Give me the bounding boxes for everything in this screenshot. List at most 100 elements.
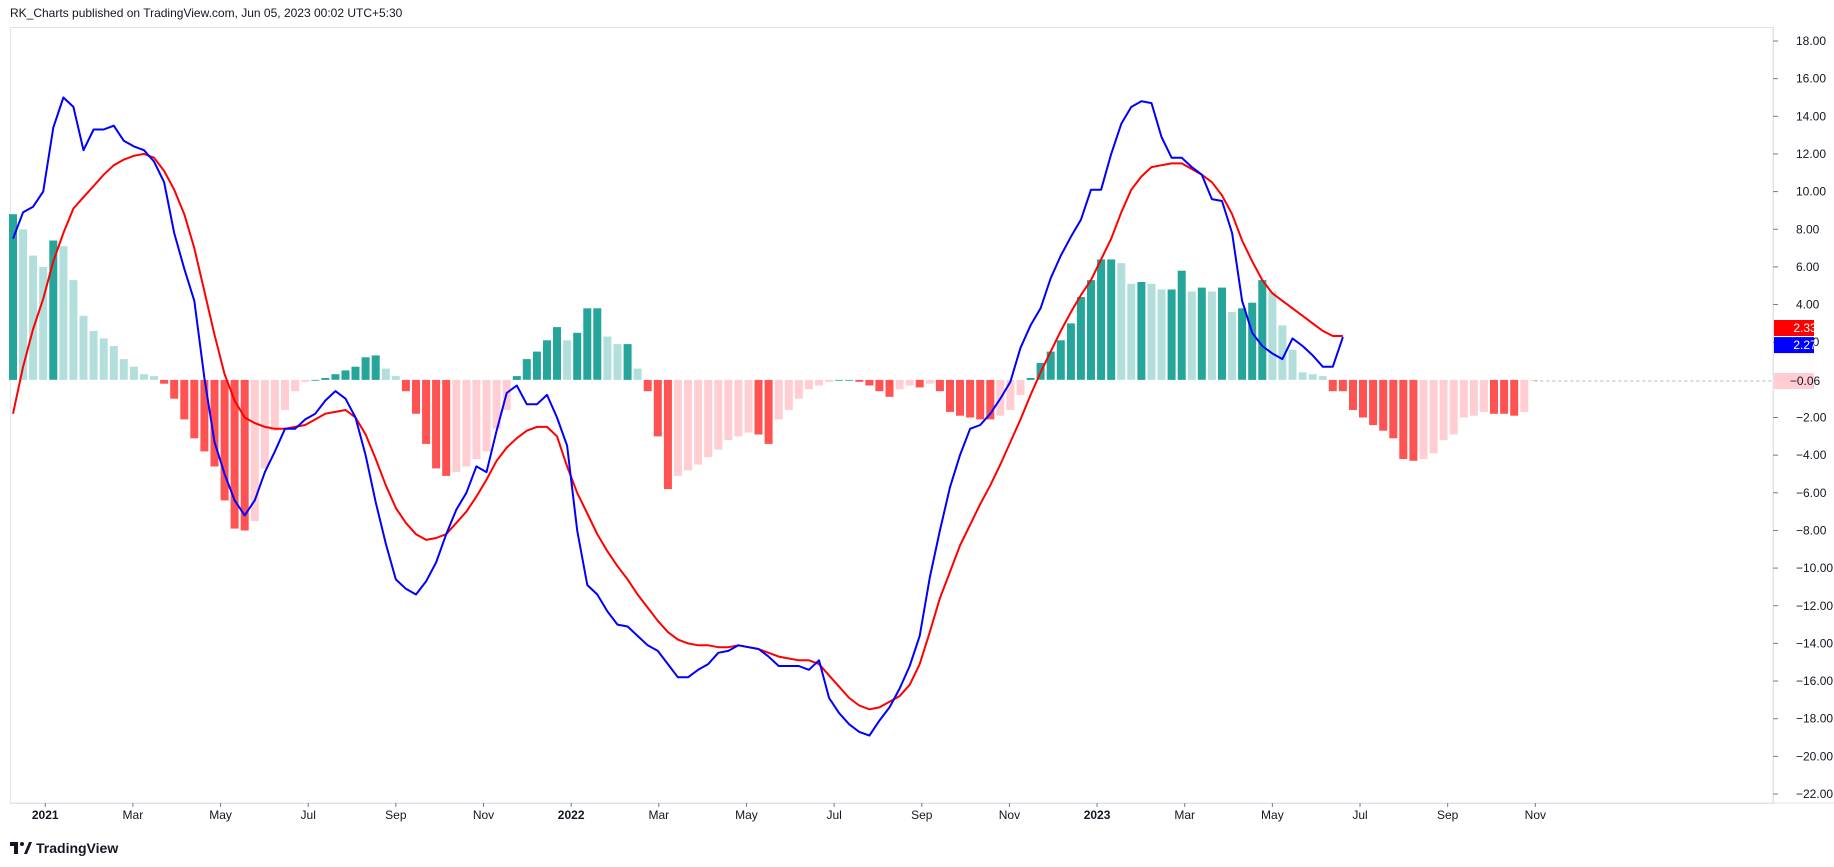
y-tick-label: 8.00 <box>1796 222 1820 236</box>
histogram-bar <box>69 280 78 380</box>
histogram-bar <box>1258 280 1267 380</box>
histogram-bar <box>845 379 854 381</box>
histogram-bar <box>613 344 622 380</box>
histogram-bar <box>492 379 501 429</box>
y-tick-label: −2.00 <box>1796 411 1827 425</box>
histogram-bar <box>140 374 148 380</box>
histogram-bar <box>1439 379 1448 441</box>
histogram-bar <box>946 379 954 412</box>
histogram-bar <box>79 315 88 380</box>
histogram-bar <box>1218 287 1226 380</box>
histogram-bar <box>925 379 934 384</box>
histogram-bar <box>311 379 320 381</box>
histogram-bar <box>1137 282 1146 380</box>
histogram-bar <box>1006 379 1015 410</box>
histogram-bar <box>1197 287 1206 380</box>
histogram-bar <box>109 346 118 380</box>
y-tick-label: −14.00 <box>1796 636 1833 650</box>
x-tick-label: May <box>735 808 758 822</box>
histogram-bar <box>784 379 793 410</box>
histogram-bar <box>160 379 169 384</box>
histogram-bar <box>1016 379 1025 395</box>
histogram-bar <box>1107 259 1116 380</box>
histogram-bar <box>1157 289 1166 380</box>
line-layer <box>12 96 1344 737</box>
histogram-bar <box>553 327 561 380</box>
histogram-bar <box>794 379 803 399</box>
y-tick-label: 12.00 <box>1796 147 1826 161</box>
histogram-bar <box>1248 302 1257 380</box>
last-value-labels: 2.33 2.27 −0.06 <box>1774 320 1821 389</box>
histogram-bar <box>260 379 269 469</box>
histogram-bar <box>432 379 441 469</box>
histogram-bar <box>1359 379 1367 418</box>
x-tick-label: Sep <box>1437 808 1459 822</box>
histogram-bar <box>1469 379 1478 416</box>
histogram-bar <box>291 379 300 392</box>
histogram-bar <box>371 355 380 380</box>
histogram-bar <box>29 255 38 380</box>
histogram-bar <box>1207 291 1216 380</box>
histogram-bar <box>623 344 632 380</box>
y-tick-label: −16.00 <box>1796 674 1833 688</box>
histogram-bar <box>1228 312 1237 380</box>
histogram-bar <box>835 379 844 381</box>
histogram-bar <box>915 379 924 388</box>
histogram-bar <box>986 379 995 420</box>
histogram-bar <box>281 379 289 410</box>
histogram-bar <box>694 379 703 465</box>
histogram-bar <box>39 266 48 380</box>
x-axis: 2021 Mar May Jul Sep Nov 2022 Mar May Jul Sep Nov 20… <box>32 803 1546 822</box>
histogram-bar <box>49 240 58 380</box>
x-tick-label: Nov <box>999 808 1020 822</box>
histogram-bar <box>1167 289 1176 380</box>
y-tick-label: −18.00 <box>1796 712 1833 726</box>
histogram-bar <box>593 308 602 380</box>
histogram-bar <box>754 379 763 435</box>
histogram-bar <box>855 379 864 382</box>
footer: TradingView <box>10 840 118 856</box>
histogram-bar <box>744 379 753 433</box>
histogram-bar <box>1177 270 1186 380</box>
histogram-bar <box>663 379 672 490</box>
histogram-bar <box>1429 379 1438 454</box>
x-tick-label: Nov <box>473 808 494 822</box>
histogram-bar <box>1479 379 1488 412</box>
histogram-bar <box>361 357 370 380</box>
histogram-bar <box>462 379 471 467</box>
histogram-bar <box>1278 325 1287 380</box>
y-tick-label: 16.00 <box>1796 72 1826 86</box>
x-tick-label: Jul <box>1352 808 1367 822</box>
histogram-bar <box>391 376 400 380</box>
histogram-bar <box>1238 308 1247 380</box>
footer-brand[interactable]: TradingView <box>36 840 119 856</box>
histogram-bar <box>865 379 874 386</box>
histogram-bar <box>1298 372 1307 380</box>
tradingview-logo-icon[interactable] <box>10 841 32 855</box>
histogram-bar <box>180 379 189 420</box>
histogram-bar <box>543 340 551 380</box>
histogram-bar <box>935 379 944 392</box>
signal-last-value-bg <box>1774 320 1814 336</box>
histogram-bar <box>653 379 662 437</box>
histogram-bar <box>472 379 481 459</box>
histogram-bar <box>1409 379 1418 461</box>
x-tick-label: Nov <box>1525 808 1546 822</box>
histogram-bar <box>1147 283 1156 380</box>
y-tick-label: −6.00 <box>1796 486 1827 500</box>
histogram-bar <box>482 379 491 452</box>
histogram-bar <box>89 330 98 380</box>
histogram-bar <box>1349 379 1357 410</box>
histogram-bar <box>815 379 823 386</box>
histogram-bar <box>1046 351 1055 380</box>
histogram-bar <box>331 374 340 380</box>
x-tick-label: Sep <box>385 808 407 822</box>
histogram-bar <box>684 379 692 471</box>
histogram-bar <box>119 359 128 380</box>
macd-last-value: 2.27 <box>1793 338 1817 352</box>
histogram-bar <box>1318 376 1327 380</box>
histogram-bar <box>512 376 521 380</box>
histogram-bar <box>1187 291 1196 380</box>
histogram-bar <box>1399 379 1408 459</box>
